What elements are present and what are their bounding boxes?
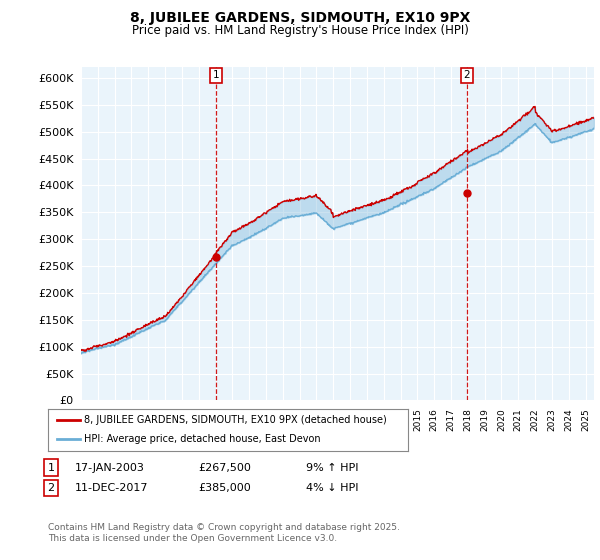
Text: HPI: Average price, detached house, East Devon: HPI: Average price, detached house, East… <box>84 435 320 445</box>
Text: 11-DEC-2017: 11-DEC-2017 <box>75 483 149 493</box>
Text: 8, JUBILEE GARDENS, SIDMOUTH, EX10 9PX: 8, JUBILEE GARDENS, SIDMOUTH, EX10 9PX <box>130 11 470 25</box>
Text: 4% ↓ HPI: 4% ↓ HPI <box>306 483 359 493</box>
Text: 1: 1 <box>213 70 220 80</box>
Text: 2: 2 <box>47 483 55 493</box>
Text: 9% ↑ HPI: 9% ↑ HPI <box>306 463 359 473</box>
Text: 1: 1 <box>47 463 55 473</box>
Text: Contains HM Land Registry data © Crown copyright and database right 2025.
This d: Contains HM Land Registry data © Crown c… <box>48 524 400 543</box>
Text: 2: 2 <box>464 70 470 80</box>
Text: £385,000: £385,000 <box>198 483 251 493</box>
Text: 8, JUBILEE GARDENS, SIDMOUTH, EX10 9PX (detached house): 8, JUBILEE GARDENS, SIDMOUTH, EX10 9PX (… <box>84 415 387 425</box>
Text: £267,500: £267,500 <box>198 463 251 473</box>
Text: Price paid vs. HM Land Registry's House Price Index (HPI): Price paid vs. HM Land Registry's House … <box>131 24 469 36</box>
Text: 17-JAN-2003: 17-JAN-2003 <box>75 463 145 473</box>
